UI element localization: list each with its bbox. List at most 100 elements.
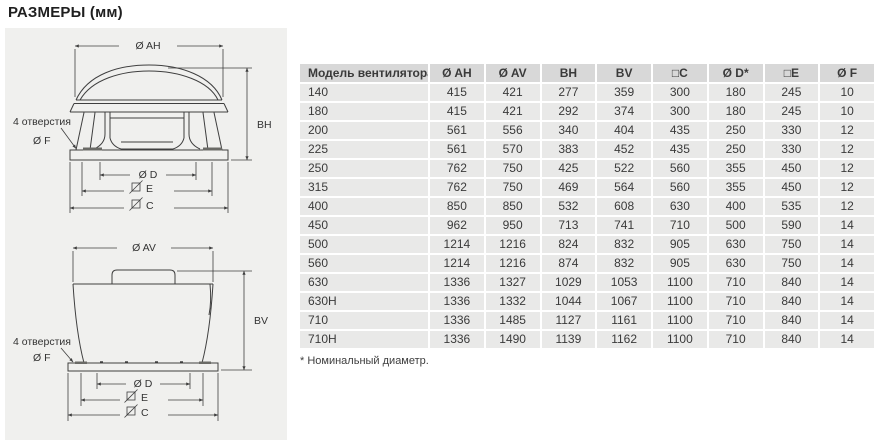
- value-cell: 374: [595, 101, 653, 122]
- value-cell: 762: [428, 177, 486, 198]
- value-cell: 425: [539, 158, 598, 179]
- value-cell: 532: [539, 196, 598, 217]
- model-cell: 315: [298, 177, 430, 198]
- value-cell: 1100: [651, 310, 709, 331]
- dim-label-c: C: [146, 200, 154, 212]
- model-cell: 250: [298, 158, 430, 179]
- top-cap: [111, 269, 176, 284]
- value-cell: 905: [651, 234, 709, 255]
- value-cell: 500: [706, 215, 765, 236]
- value-cell: 400: [706, 196, 765, 217]
- value-cell: 850: [483, 196, 542, 217]
- dimension-labels: Ø AH BH 4 отверстия Ø F Ø D E C: [13, 40, 272, 212]
- value-cell: 12: [818, 120, 876, 141]
- value-cell: 1029: [539, 272, 598, 293]
- cap-skirt: [69, 103, 229, 113]
- body-seam: [208, 283, 212, 316]
- base-flange: [69, 149, 229, 161]
- inner-posts: [104, 112, 190, 138]
- value-cell: 14: [818, 215, 876, 236]
- dimension-lines: [60, 44, 252, 213]
- value-cell: 1332: [483, 291, 542, 312]
- value-cell: 630: [706, 253, 765, 274]
- value-cell: 1044: [539, 291, 598, 312]
- value-cell: 630: [651, 196, 709, 217]
- value-cell: 14: [818, 310, 876, 331]
- model-cell: 225: [298, 139, 430, 160]
- value-cell: 564: [595, 177, 653, 198]
- value-cell: 300: [651, 101, 709, 122]
- value-cell: 245: [762, 101, 821, 122]
- value-cell: 12: [818, 196, 876, 217]
- value-cell: 535: [762, 196, 821, 217]
- value-cell: 300: [651, 82, 709, 103]
- value-cell: 1216: [483, 253, 542, 274]
- dimensions-table: Модель вентилятора Ø AH Ø AV BH BV □C Ø D* □E Ø …: [298, 62, 876, 350]
- table-row: 710H 1336 1490 1139 1162 1100 710 840 14: [298, 329, 876, 350]
- model-cell: 180: [298, 101, 430, 122]
- table-header-row: Модель вентилятора Ø AH Ø AV BH BV □C Ø D* □E Ø …: [298, 62, 876, 84]
- value-cell: 762: [428, 158, 486, 179]
- holes-count-label: 4 отверстия: [13, 336, 71, 348]
- model-cell: 630H: [298, 291, 430, 312]
- dim-label-bh: BH: [257, 119, 272, 131]
- value-cell: 556: [483, 120, 542, 141]
- table-header: Модель вентилятора Ø AH Ø AV BH BV □C Ø D* □E Ø …: [298, 62, 876, 84]
- table-row: 225 561 570 383 452 435 250 330 12: [298, 139, 876, 160]
- column-header: BH: [539, 62, 598, 84]
- table-row: 200 561 556 340 404 435 250 330 12: [298, 120, 876, 141]
- value-cell: 840: [762, 291, 821, 312]
- model-cell: 710: [298, 310, 430, 331]
- value-cell: 522: [595, 158, 653, 179]
- value-cell: 1127: [539, 310, 598, 331]
- fan-drawing-horizontal: Ø AH BH 4 отверстия Ø F Ø D E C: [13, 40, 272, 213]
- value-cell: 750: [483, 177, 542, 198]
- value-cell: 435: [651, 120, 709, 141]
- value-cell: 832: [595, 253, 653, 274]
- value-cell: 383: [539, 139, 598, 160]
- inlet-bell: [93, 133, 201, 150]
- value-cell: 1336: [428, 272, 486, 293]
- value-cell: 415: [428, 82, 486, 103]
- value-cell: 14: [818, 234, 876, 255]
- value-cell: 1327: [483, 272, 542, 293]
- table-row: 315 762 750 469 564 560 355 450 12: [298, 177, 876, 198]
- value-cell: 340: [539, 120, 598, 141]
- value-cell: 330: [762, 120, 821, 141]
- holes-count-label: 4 отверстия: [13, 116, 71, 128]
- cap-dome: [75, 64, 223, 101]
- value-cell: 1336: [428, 329, 486, 350]
- square-symbol: [129, 180, 143, 194]
- value-cell: 415: [428, 101, 486, 122]
- value-cell: 435: [651, 139, 709, 160]
- flange-hole-left: [75, 361, 87, 364]
- value-cell: 750: [762, 253, 821, 274]
- value-cell: 750: [483, 158, 542, 179]
- value-cell: 180: [706, 82, 765, 103]
- fan-body: [69, 64, 229, 161]
- column-header: Ø AH: [428, 62, 486, 84]
- value-cell: 355: [706, 158, 765, 179]
- model-cell: 560: [298, 253, 430, 274]
- value-cell: 292: [539, 101, 598, 122]
- value-cell: 840: [762, 272, 821, 293]
- value-cell: 710: [651, 215, 709, 236]
- value-cell: 421: [483, 82, 542, 103]
- body-left-side: [72, 283, 85, 364]
- value-cell: 355: [706, 177, 765, 198]
- value-cell: 741: [595, 215, 653, 236]
- value-cell: 452: [595, 139, 653, 160]
- value-cell: 1161: [595, 310, 653, 331]
- value-cell: 421: [483, 101, 542, 122]
- value-cell: 250: [706, 120, 765, 141]
- value-cell: 330: [762, 139, 821, 160]
- value-cell: 850: [428, 196, 486, 217]
- value-cell: 1053: [595, 272, 653, 293]
- value-cell: 469: [539, 177, 598, 198]
- flange-hole-left: [83, 147, 102, 151]
- value-cell: 250: [706, 139, 765, 160]
- value-cell: 1100: [651, 329, 709, 350]
- value-cell: 750: [762, 234, 821, 255]
- value-cell: 404: [595, 120, 653, 141]
- value-cell: 710: [706, 291, 765, 312]
